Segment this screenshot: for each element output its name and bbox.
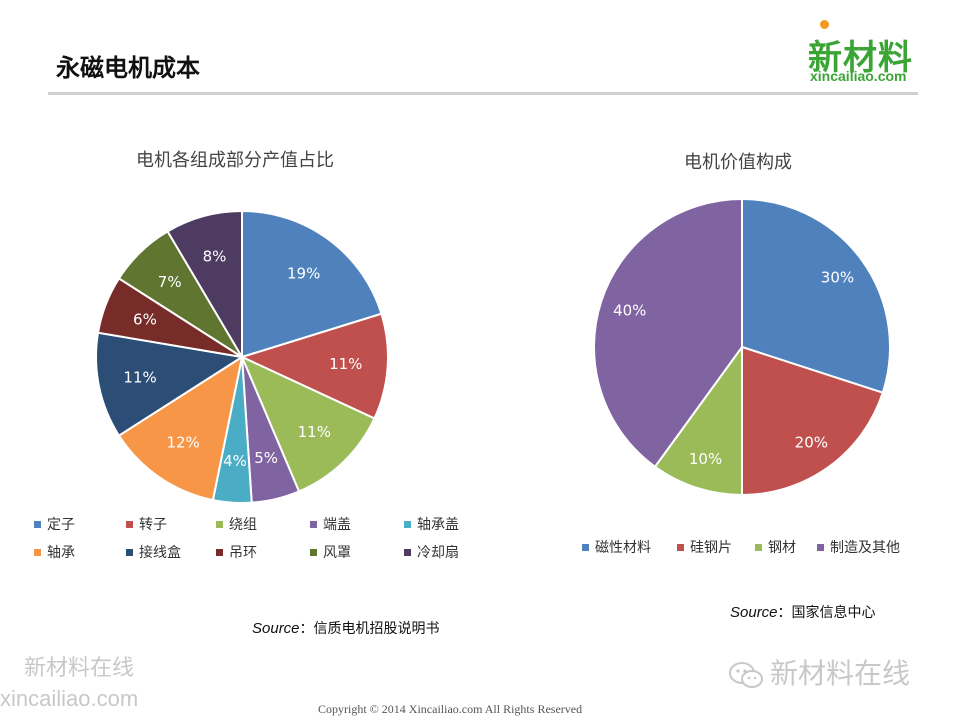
chart1-slice-label-2: 11% bbox=[298, 423, 331, 441]
wechat-icon bbox=[729, 662, 763, 688]
chart2-source: Source：国家信息中心 bbox=[730, 602, 876, 622]
page-title: 永磁电机成本 bbox=[56, 54, 200, 82]
chart2-legend-item-2: 钢材 bbox=[755, 537, 796, 557]
chart2-legend-label-2: 钢材 bbox=[768, 540, 796, 556]
watermark-left: 新材料在线 bbox=[24, 656, 135, 681]
chart1-legend-label-9: 冷却扇 bbox=[417, 545, 459, 561]
chart1-slice-1 bbox=[239, 312, 389, 420]
chart2-legend-swatch-0 bbox=[582, 543, 589, 551]
chart2-slice-label-1: 20% bbox=[795, 433, 828, 451]
chart1-legend-label-7: 吊环 bbox=[229, 545, 257, 561]
chart1-legend-swatch-8 bbox=[310, 548, 317, 556]
chart1-legend-swatch-6 bbox=[126, 548, 133, 556]
chart1-slice-label-0: 19% bbox=[287, 264, 320, 282]
chart2-slice-2 bbox=[653, 343, 743, 497]
chart2-slice-label-2: 10% bbox=[689, 450, 722, 468]
copyright: Copyright © 2014 Xincailiao.com All Righ… bbox=[318, 702, 583, 716]
chart1-legend-label-3: 端盖 bbox=[323, 517, 351, 533]
chart2-slice-1 bbox=[741, 345, 885, 497]
chart1-legend-swatch-2 bbox=[216, 520, 223, 528]
chart2-slice-label-0: 30% bbox=[821, 269, 854, 287]
chart1-legend-swatch-9 bbox=[404, 548, 411, 556]
chart1-legend-swatch-7 bbox=[216, 548, 223, 556]
chart1-slice-label-8: 7% bbox=[158, 273, 182, 291]
chart1-slice-label-4: 4% bbox=[223, 452, 247, 470]
chart1-slice-5 bbox=[117, 354, 244, 502]
chart1-slice-label-3: 5% bbox=[254, 449, 278, 467]
chart1-slice-2 bbox=[240, 354, 376, 493]
chart1-legend-swatch-1 bbox=[126, 520, 133, 528]
chart1-legend-item-9: 冷却扇 bbox=[404, 542, 459, 562]
chart1-slice-label-7: 6% bbox=[133, 311, 157, 329]
chart2-legend-label-3: 制造及其他 bbox=[830, 540, 900, 556]
chart1-slice-9 bbox=[166, 209, 243, 361]
chart1-legend-item-6: 接线盒 bbox=[126, 542, 181, 562]
chart1-slice-label-5: 12% bbox=[166, 434, 199, 452]
chart1-source: Source：信质电机招股说明书 bbox=[252, 618, 440, 638]
chart2-legend-item-0: 磁性材料 bbox=[582, 537, 651, 557]
chart2-legend-swatch-3 bbox=[817, 543, 824, 551]
chart1-legend-label-2: 绕组 bbox=[229, 517, 257, 533]
chart2-legend-label-1: 硅钢片 bbox=[690, 540, 732, 556]
chart2-slice-0 bbox=[741, 197, 891, 394]
chart2-source-label: Source bbox=[730, 604, 778, 621]
chart1-legend-item-3: 端盖 bbox=[310, 514, 351, 534]
chart1-legend-item-2: 绕组 bbox=[216, 514, 257, 534]
chart1-legend-swatch-3 bbox=[310, 520, 317, 528]
chart1-slice-label-6: 11% bbox=[123, 369, 156, 387]
chart2-legend-swatch-2 bbox=[755, 543, 762, 551]
chart1-legend-label-1: 转子 bbox=[139, 517, 167, 533]
chart1-legend-label-5: 轴承 bbox=[47, 545, 75, 561]
chart1-legend-label-4: 轴承盖 bbox=[417, 517, 459, 533]
chart1-legend-label-8: 风罩 bbox=[323, 545, 351, 561]
chart2-source-text: ：国家信息中心 bbox=[777, 605, 876, 621]
chart1-legend-label-6: 接线盒 bbox=[139, 545, 181, 561]
chart2-legend-item-3: 制造及其他 bbox=[817, 537, 900, 557]
chart1-source-text: ：信质电机招股说明书 bbox=[299, 621, 440, 637]
logo-dot bbox=[820, 20, 829, 29]
chart1-legend-item-8: 风罩 bbox=[310, 542, 351, 562]
chart1-source-label: Source bbox=[252, 620, 300, 637]
chart1-legend-label-0: 定子 bbox=[47, 517, 75, 533]
chart2-legend-item-1: 硅钢片 bbox=[677, 537, 732, 557]
brand-logo: 新材料 xincailiao.com bbox=[800, 16, 930, 90]
logo-sub-text: xincailiao.com bbox=[810, 68, 907, 84]
chart1-slice-label-9: 8% bbox=[203, 248, 227, 266]
chart1-legend-swatch-5 bbox=[34, 548, 41, 556]
watermark-right-text: 新材料在线 bbox=[770, 657, 911, 690]
chart1-legend-item-7: 吊环 bbox=[216, 542, 257, 562]
chart2-slice-label-3: 40% bbox=[613, 302, 646, 320]
chart1-slice-0 bbox=[241, 209, 383, 359]
watermark-left-url: xincailiao.com bbox=[0, 686, 139, 711]
chart1-title: 电机各组成部分产值占比 bbox=[136, 150, 334, 171]
title-divider bbox=[48, 92, 918, 95]
logo-main-text: 新材料 bbox=[808, 38, 913, 78]
watermark-right: 新材料在线 bbox=[728, 652, 910, 692]
chart2-legend-swatch-1 bbox=[677, 543, 684, 551]
chart2-legend-label-0: 磁性材料 bbox=[595, 540, 651, 556]
chart1-slice-6 bbox=[95, 331, 245, 437]
chart1-legend-item-0: 定子 bbox=[34, 514, 75, 534]
chart1-legend-swatch-4 bbox=[404, 520, 411, 528]
chart1-legend-swatch-0 bbox=[34, 520, 41, 528]
chart1-slice-label-1: 11% bbox=[329, 355, 362, 373]
chart2-title: 电机价值构成 bbox=[684, 152, 792, 173]
chart1-legend-item-4: 轴承盖 bbox=[404, 514, 459, 534]
chart2-slice-3 bbox=[593, 197, 743, 469]
chart1-legend-item-1: 转子 bbox=[126, 514, 167, 534]
chart1-legend-item-5: 轴承 bbox=[34, 542, 75, 562]
